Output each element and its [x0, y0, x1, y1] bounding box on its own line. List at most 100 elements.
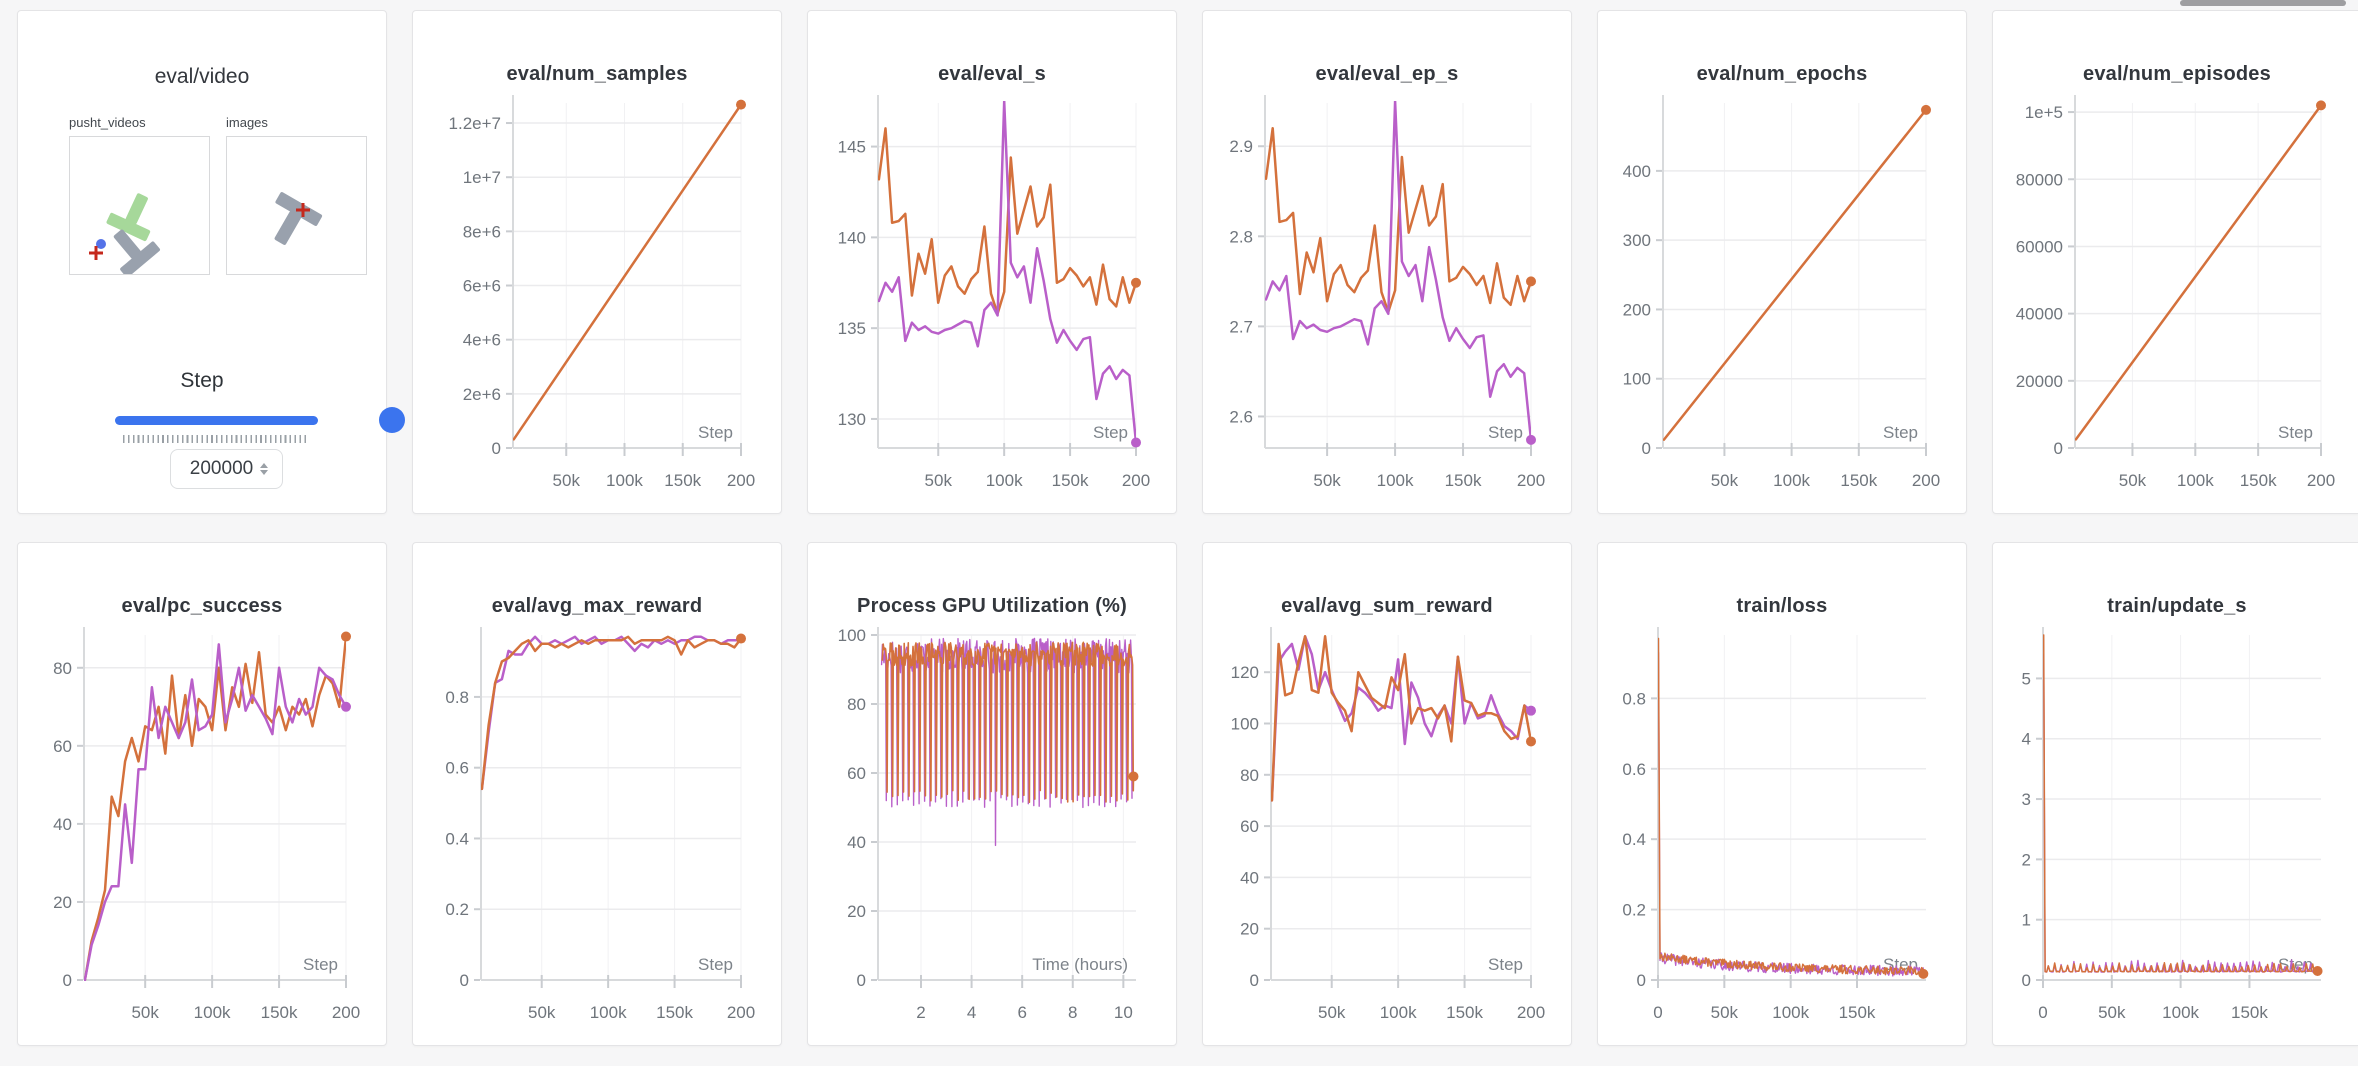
slider-track[interactable] [115, 416, 318, 425]
svg-text:130: 130 [838, 410, 866, 429]
svg-text:80: 80 [847, 695, 866, 714]
svg-text:100k: 100k [590, 1003, 627, 1022]
goal-cross [296, 203, 310, 217]
svg-text:0.8: 0.8 [1622, 689, 1646, 708]
svg-text:150k: 150k [664, 471, 701, 490]
svg-text:200: 200 [1122, 471, 1150, 490]
pusht-video-frame [89, 193, 160, 278]
svg-text:60: 60 [1240, 817, 1259, 836]
svg-text:150k: 150k [1445, 471, 1482, 490]
svg-text:0: 0 [1250, 971, 1259, 990]
svg-text:2e+6: 2e+6 [463, 385, 501, 404]
svg-text:1.2e+7: 1.2e+7 [449, 114, 501, 133]
step-slider[interactable] [115, 407, 405, 433]
svg-text:0: 0 [63, 971, 72, 990]
svg-text:6e+6: 6e+6 [463, 277, 501, 296]
svg-text:2.6: 2.6 [1229, 407, 1253, 426]
chart-panel-train-update-s: train/update_s 0 50k 100k 150k 0 1 2 3 4 5 Step [1992, 542, 2358, 1046]
svg-text:0: 0 [2022, 971, 2031, 990]
x-axis-label: Step [1488, 423, 1523, 442]
svg-text:100: 100 [1623, 370, 1651, 389]
chart-canvas-eval-num-episodes[interactable]: 50k 100k 150k 200 0 20000 40000 60000 80000 1e+5 S… [1993, 11, 2358, 515]
svg-text:50k: 50k [131, 1003, 159, 1022]
svg-text:20000: 20000 [2016, 372, 2063, 391]
chart-title: eval/num_epochs [1696, 63, 1868, 85]
svg-text:0.6: 0.6 [1622, 760, 1646, 779]
svg-text:0: 0 [1637, 971, 1646, 990]
step-slider-label: Step [180, 369, 224, 392]
svg-text:100k: 100k [1377, 471, 1414, 490]
svg-text:40: 40 [847, 833, 866, 852]
thumbnail-label-pusht-videos: pusht_videos [69, 115, 146, 130]
svg-text:135: 135 [838, 319, 866, 338]
svg-text:150k: 150k [2231, 1003, 2268, 1022]
images-frame [274, 192, 323, 245]
svg-text:60: 60 [847, 764, 866, 783]
svg-text:140: 140 [838, 228, 866, 247]
video-thumbnail-pusht-videos[interactable] [69, 136, 210, 278]
svg-text:50k: 50k [553, 471, 581, 490]
svg-text:100k: 100k [1380, 1003, 1417, 1022]
svg-text:100k: 100k [986, 471, 1023, 490]
svg-text:0.2: 0.2 [445, 900, 469, 919]
step-value-field[interactable] [185, 458, 258, 480]
chart-panel-eval-pc-success: eval/pc_success 50k 100k 150k 200 0 20 40 60 80 S… [17, 542, 387, 1046]
svg-text:2.9: 2.9 [1229, 137, 1253, 156]
chart-canvas-eval-pc-success[interactable]: 50k 100k 150k 200 0 20 40 60 80 Step [18, 543, 388, 1047]
svg-text:2: 2 [2022, 850, 2031, 869]
svg-text:4: 4 [967, 1003, 976, 1022]
svg-text:100: 100 [1231, 714, 1259, 733]
svg-text:100k: 100k [2177, 471, 2214, 490]
svg-text:120: 120 [1231, 663, 1259, 682]
svg-text:20: 20 [53, 893, 72, 912]
goal-cross [89, 246, 103, 260]
chart-canvas-eval-avg-sum-reward[interactable]: 50k 100k 150k 200 0 20 40 60 80 100 120 Step [1203, 543, 1573, 1047]
svg-text:0.8: 0.8 [445, 688, 469, 707]
slider-thumb[interactable] [379, 407, 405, 433]
svg-text:2.8: 2.8 [1229, 227, 1253, 246]
step-input[interactable] [170, 449, 283, 489]
svg-text:50k: 50k [528, 1003, 556, 1022]
svg-text:40000: 40000 [2016, 305, 2063, 324]
chart-canvas-eval-num-epochs[interactable]: 50k 100k 150k 200 0 100 200 300 400 Step [1598, 11, 1968, 515]
svg-text:50k: 50k [925, 471, 953, 490]
spinner-down-icon[interactable] [259, 470, 268, 475]
chart-canvas-eval-eval-s[interactable]: 50k 100k 150k 200 130 135 140 145 Step [808, 11, 1178, 515]
svg-text:0.4: 0.4 [1622, 830, 1646, 849]
chart-canvas-eval-eval-ep-s[interactable]: 50k 100k 150k 200 2.6 2.7 2.8 2.9 Step [1203, 11, 1573, 515]
svg-text:4: 4 [2022, 730, 2031, 749]
chart-panel-eval-eval-s: eval/eval_s 50k 100k 150k 200 130 135 140 145 St… [807, 10, 1177, 514]
step-spinner [259, 463, 268, 475]
svg-text:40: 40 [53, 815, 72, 834]
chart-canvas-eval-num-samples[interactable]: 50k 100k 150k 200 0 2e+6 4e+6 6e+6 8e+6 1e+7 1.2e+… [413, 11, 783, 515]
gray-t-block [113, 229, 160, 278]
svg-text:80000: 80000 [2016, 170, 2063, 189]
svg-text:150k: 150k [261, 1003, 298, 1022]
scrollbar-thumb[interactable] [2180, 0, 2346, 6]
svg-text:60000: 60000 [2016, 237, 2063, 256]
svg-text:8: 8 [1068, 1003, 1077, 1022]
svg-text:1e+5: 1e+5 [2025, 103, 2063, 122]
x-axis-label: Step [698, 423, 733, 442]
chart-panel-eval-num-samples: eval/num_samples 50k 100k 150k 200 0 2e+6 4e+6… [412, 10, 782, 514]
svg-text:200: 200 [727, 471, 755, 490]
svg-text:20: 20 [1240, 920, 1259, 939]
spinner-up-icon[interactable] [259, 463, 268, 468]
svg-text:6: 6 [1017, 1003, 1026, 1022]
chart-panel-eval-avg-max-reward: eval/avg_max_reward 50k 100k 150k 200 0 0.2 0.… [412, 542, 782, 1046]
video-thumbnail-images[interactable] [226, 136, 367, 275]
svg-text:0.2: 0.2 [1622, 901, 1646, 920]
chart-title: train/loss [1736, 595, 1828, 617]
slider-tick-ruler [123, 435, 306, 443]
chart-canvas-eval-avg-max-reward[interactable]: 50k 100k 150k 200 0 0.2 0.4 0.6 0.8 Step [413, 543, 783, 1047]
chart-panel-eval-num-epochs: eval/num_epochs 50k 100k 150k 200 0 100 200 300… [1597, 10, 1967, 514]
chart-title: eval/avg_sum_reward [1281, 595, 1493, 617]
svg-text:50k: 50k [1711, 1003, 1739, 1022]
svg-text:2: 2 [916, 1003, 925, 1022]
svg-text:80: 80 [1240, 766, 1259, 785]
svg-text:80: 80 [53, 659, 72, 678]
chart-title: eval/eval_s [938, 63, 1046, 85]
